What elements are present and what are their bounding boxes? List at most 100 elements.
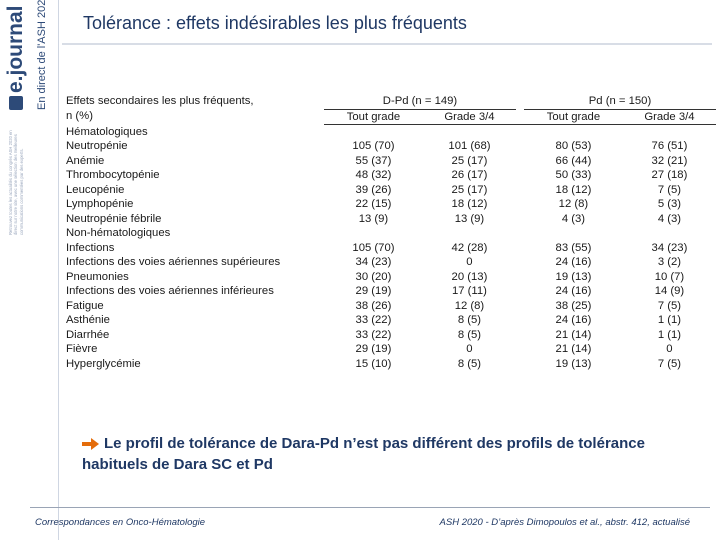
table-row: Fièvre 29 (19) 0 21 (14) 0 [66,342,716,357]
value-cell: 4 (3) [561,212,586,225]
table-row: Lymphopénie 22 (15) 18 (12) 12 (8) 5 (3) [66,197,716,212]
value-cell: 38 (25) [555,299,592,312]
value-cell [524,226,623,241]
value-cell: 0 [466,256,473,268]
value-cell: 22 (15) [355,198,392,210]
row-label: Diarrhée [66,328,110,341]
table-row: Thrombocytopénie 48 (32) 26 (17) 50 (33) 27 … [66,168,716,183]
value-cell: 29 (19) [355,285,392,297]
value-cell: 5 (3) [657,198,682,210]
sidebar: e.journal En direct de l'ASH 2020 Retrou… [0,0,62,540]
table-row: Fatigue 38 (26) 12 (8) 38 (25) 7 (5) [66,299,716,314]
brand-subtitle: En direct de l'ASH 2020 [36,0,48,110]
table-row: Diarrhée 33 (22) 8 (5) 21 (14) 1 (1) [66,328,716,343]
cell-gap [516,154,524,169]
row-label: Neutropénie [66,140,128,152]
row-label: Leucopénie [66,183,125,196]
row-label: Thrombocytopénie [66,169,160,181]
value-cell: 25 (17) [451,154,488,167]
value-cell: 34 (23) [355,256,392,268]
table-row: Pneumonies 30 (20) 20 (13) 19 (13) 10 (7) [66,270,716,285]
value-cell: 7 (5) [657,299,682,312]
table-row: Non-hématologiques [66,226,716,241]
table-header-label: Effets secondaires les plus fréquents, n… [66,94,324,125]
value-cell: 12 (8) [454,299,485,312]
row-label: Neutropénie fébrile [66,212,162,225]
row-label: Pneumonies [66,270,129,283]
value-cell: 17 (11) [451,285,487,297]
cell-gap [516,255,524,270]
value-cell: 55 (37) [355,154,392,167]
value-cell: 76 (51) [651,140,688,152]
value-cell [324,125,423,140]
row-label: Infections des voies aériennes inférieur… [66,285,274,297]
cell-gap [516,342,524,357]
cell-gap [516,357,524,372]
row-label: Fièvre [66,343,98,355]
cell-gap [516,299,524,314]
cell-gap [516,168,524,183]
subheader-dpd-all: Tout grade [324,109,423,125]
table-row: Hématologiques [66,125,716,140]
value-cell: 42 (28) [451,241,488,254]
value-cell: 105 (70) [352,140,395,152]
sidebar-divider [58,0,59,540]
value-cell [623,125,716,140]
table-row: Infections des voies aériennes supérieur… [66,255,716,270]
value-cell: 19 (13) [555,270,592,283]
footer-journal: Correspondances en Onco-Hématologie [35,517,206,528]
cell-gap [516,328,524,343]
value-cell: 15 (10) [355,357,392,370]
value-cell: 3 (2) [657,256,682,268]
row-label: Asthénie [66,314,110,326]
cell-gap [516,313,524,328]
value-cell: 30 (20) [355,270,392,283]
header-label-line1: Effets secondaires les plus fréquents, [66,95,254,107]
value-cell: 32 (21) [651,154,688,167]
table-row: Hyperglycémie 15 (10) 8 (5) 19 (13) 7 (5) [66,357,716,372]
value-cell: 39 (26) [355,183,392,196]
value-cell: 21 (14) [555,328,592,341]
adverse-events-table: Effets secondaires les plus fréquents, n… [66,94,716,371]
value-cell: 66 (44) [555,154,592,167]
value-cell: 7 (5) [657,183,682,196]
subheader-pd-all: Tout grade [523,109,623,125]
row-label: Hématologiques [66,125,148,138]
row-label: Hyperglycémie [66,357,141,370]
value-cell [524,125,623,140]
value-cell: 34 (23) [651,241,688,254]
footer-divider [30,507,710,508]
value-cell: 27 (18) [651,169,688,181]
cell-gap [516,139,524,154]
right-arrow-icon [82,438,100,451]
table-row: Anémie 55 (37) 25 (17) 66 (44) 32 (21) [66,154,716,169]
value-cell [423,125,516,140]
value-cell: 105 (70) [352,241,395,254]
row-label: Fatigue [66,299,104,312]
value-cell: 26 (17) [451,169,488,181]
value-cell: 12 (8) [558,198,589,210]
brand-text: e.journal [4,5,27,93]
subheader-dpd-g34: Grade 3/4 [422,109,516,125]
value-cell: 33 (22) [355,314,392,326]
value-cell: 13 (9) [358,212,389,225]
table-row: Leucopénie 39 (26) 25 (17) 18 (12) 7 (5) [66,183,716,198]
table-body: Hématologiques Neutropénie 105 (70) 101 (68… [66,125,716,372]
subheader-gap [515,109,524,125]
cell-gap [516,284,524,299]
table-row: Infections des voies aériennes inférieur… [66,284,716,299]
value-cell: 4 (3) [657,212,682,225]
value-cell: 1 (1) [657,328,682,341]
e-journal-logo-icon [9,96,24,110]
value-cell: 29 (19) [355,343,392,355]
value-cell: 101 (68) [448,140,491,152]
value-cell: 83 (55) [555,241,592,254]
subheader-pd-g34: Grade 3/4 [622,109,716,125]
row-label: Infections des voies aériennes supérieur… [66,256,281,268]
value-cell: 1 (1) [657,314,682,326]
sidebar-blurb: Retrouvez toutes les actualités du congr… [8,130,24,235]
conclusion-text: Le profil de tolérance de Dara-Pd n’est … [82,433,702,475]
value-cell: 24 (16) [555,256,592,268]
cell-gap [516,270,524,285]
value-cell: 20 (13) [451,270,488,283]
